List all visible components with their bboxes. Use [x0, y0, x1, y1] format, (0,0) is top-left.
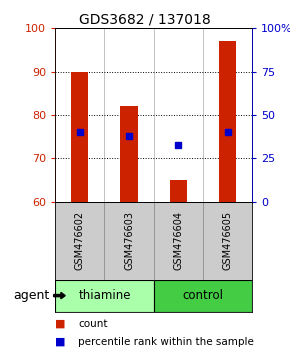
Text: count: count [78, 319, 108, 329]
Text: GSM476604: GSM476604 [173, 211, 183, 270]
Text: ■: ■ [55, 337, 66, 347]
Text: GDS3682 / 137018: GDS3682 / 137018 [79, 12, 211, 27]
Bar [154, 280, 252, 312]
Text: GSM476605: GSM476605 [223, 211, 233, 270]
Text: GSM476603: GSM476603 [124, 211, 134, 270]
Bar [71, 72, 88, 202]
Bar [55, 280, 154, 312]
Text: control: control [182, 289, 224, 302]
Text: percentile rank within the sample: percentile rank within the sample [78, 337, 254, 347]
Bar [120, 106, 138, 202]
Bar [170, 180, 187, 202]
Text: GSM476602: GSM476602 [75, 211, 85, 270]
Text: thiamine: thiamine [78, 289, 131, 302]
Bar [219, 41, 236, 202]
Text: ■: ■ [55, 319, 66, 329]
Text: agent: agent [13, 289, 49, 302]
